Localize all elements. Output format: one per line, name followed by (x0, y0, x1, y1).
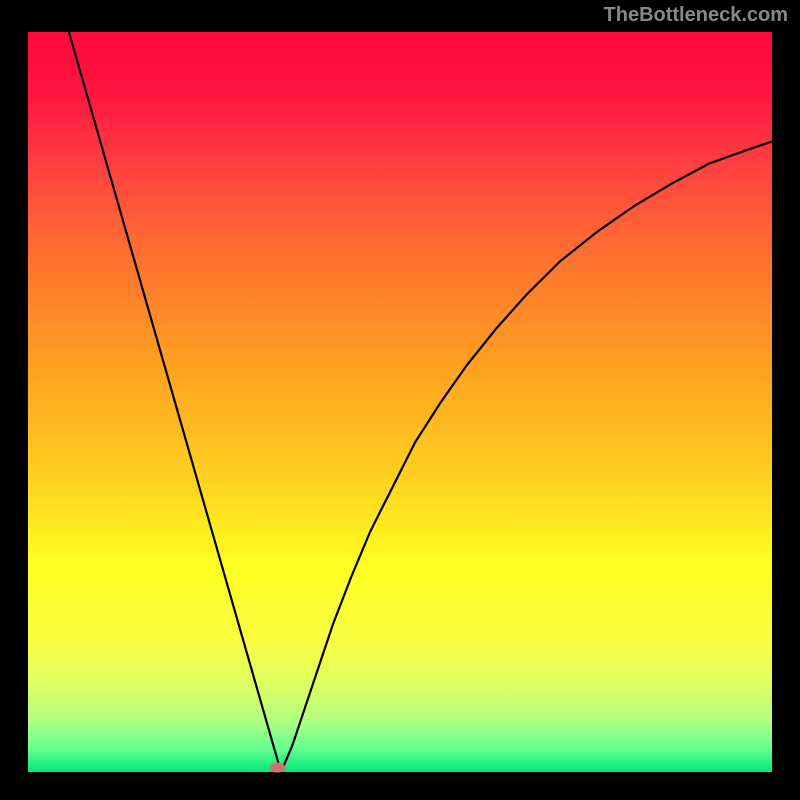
chart-container: TheBottleneck.com (0, 0, 800, 800)
bottleneck-chart (0, 0, 800, 800)
optimum-marker (269, 763, 285, 773)
watermark-label: TheBottleneck.com (604, 4, 788, 27)
plot-background (28, 32, 772, 772)
